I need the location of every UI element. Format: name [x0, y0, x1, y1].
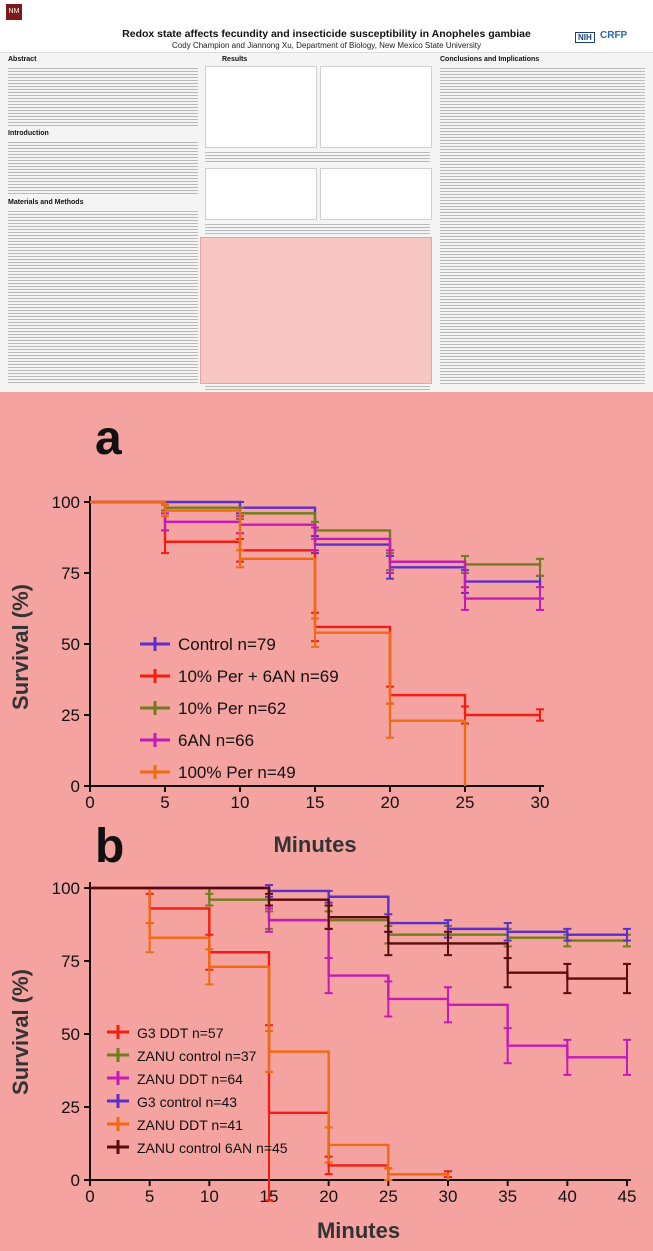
methods-heading: Materials and Methods	[8, 199, 84, 206]
introduction-text	[8, 140, 198, 195]
y-axis-title: Survival (%)	[8, 969, 33, 1095]
methods-text	[8, 209, 198, 384]
egg-number-figure-b	[320, 66, 432, 148]
abstract-text	[8, 66, 198, 126]
figure3-caption	[205, 384, 430, 390]
x-tick-label: 25	[456, 793, 475, 812]
x-tick-label: 20	[319, 1187, 338, 1206]
legend-label: G3 DDT n=57	[137, 1025, 224, 1041]
panel-letter-a: a	[95, 412, 122, 465]
y-axis-title: Survival (%)	[8, 584, 33, 710]
y-tick-label: 25	[61, 706, 80, 725]
figure1-caption	[205, 150, 430, 164]
survival-figure: a 0 25 50 75 100 0 5 10 15 20 25 30 Minutes Survival (…	[0, 392, 653, 1251]
poster-header: NM Redox state affects fecundity and ins…	[0, 0, 653, 53]
x-tick-label: 45	[618, 1187, 637, 1206]
nih-logo: NIH	[575, 32, 595, 43]
x-tick-label: 0	[85, 793, 94, 812]
legend-label: 10% Per n=62	[178, 699, 286, 718]
ros-figure-a	[205, 168, 317, 220]
x-tick-label: 35	[498, 1187, 517, 1206]
figure2-caption	[205, 222, 430, 234]
abstract-heading: Abstract	[8, 56, 37, 63]
results-heading: Results	[222, 56, 248, 63]
y-tick-label: 0	[71, 1171, 80, 1190]
ros-figure-b	[320, 168, 432, 220]
x-tick-label: 15	[306, 793, 325, 812]
x-tick-label: 30	[531, 793, 550, 812]
crfp-logo: CRFP	[600, 30, 628, 41]
x-tick-label: 0	[85, 1187, 94, 1206]
figure-background	[0, 392, 653, 1251]
conclusions-text	[440, 66, 645, 384]
legend-label: ZANU DDT n=41	[137, 1117, 243, 1133]
university-logo: NM	[6, 4, 22, 20]
y-tick-label: 75	[61, 952, 80, 971]
series-line-1	[90, 500, 542, 588]
panel-a: a 0 25 50 75 100 0 5 10 15 20 25 30 Minutes Survival (…	[8, 412, 549, 857]
x-axis-title: Minutes	[317, 1218, 400, 1243]
y-tick-label: 0	[71, 777, 80, 796]
legend-label: G3 control n=43	[137, 1094, 237, 1110]
x-tick-label: 10	[231, 793, 250, 812]
x-tick-label: 5	[145, 1187, 154, 1206]
x-tick-label: 5	[160, 793, 169, 812]
x-tick-label: 40	[558, 1187, 577, 1206]
y-tick-label: 50	[61, 635, 80, 654]
legend-label: 6AN n=66	[178, 731, 254, 750]
egg-number-figure-a	[205, 66, 317, 148]
legend-label: 100% Per n=49	[178, 763, 296, 782]
x-tick-label: 20	[381, 793, 400, 812]
introduction-heading: Introduction	[8, 130, 49, 137]
legend-label: ZANU control 6AN n=45	[137, 1140, 288, 1156]
poster-authors: Cody Champion and Jiannong Xu, Departmen…	[172, 41, 481, 50]
poster-thumbnail: NM Redox state affects fecundity and ins…	[0, 0, 653, 392]
y-tick-label: 100	[52, 879, 80, 898]
survival-figure-thumbnail	[200, 237, 432, 384]
x-tick-label: 25	[379, 1187, 398, 1206]
conclusions-heading: Conclusions and Implications	[440, 56, 540, 63]
y-tick-label: 100	[52, 493, 80, 512]
y-tick-label: 75	[61, 564, 80, 583]
legend-label: ZANU control n=37	[137, 1048, 257, 1064]
legend-label: 10% Per + 6AN n=69	[178, 667, 339, 686]
y-tick-label: 50	[61, 1025, 80, 1044]
x-tick-label: 30	[439, 1187, 458, 1206]
legend-label: ZANU DDT n=64	[137, 1071, 243, 1087]
x-tick-label: 10	[200, 1187, 219, 1206]
legend-label: Control n=79	[178, 635, 276, 654]
panel-letter-b: b	[95, 820, 124, 873]
series-line-6	[90, 886, 627, 980]
x-axis-title: Minutes	[273, 832, 356, 857]
y-tick-label: 25	[61, 1098, 80, 1117]
poster-title: Redox state affects fecundity and insect…	[122, 28, 531, 40]
